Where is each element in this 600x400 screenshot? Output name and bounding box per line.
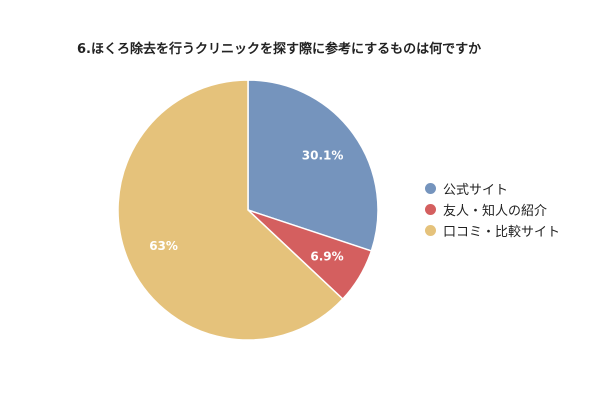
slice-label-0: 30.1% <box>302 149 344 163</box>
legend-label-2: 口コミ・比較サイト <box>443 225 561 240</box>
legend-item-2[interactable]: 口コミ・比較サイト <box>425 220 560 241</box>
chart-title: 6.ほくろ除去を行うクリニックを探す際に参考にするものは何ですか <box>77 42 482 57</box>
legend-swatch-0 <box>425 183 436 194</box>
legend-item-1[interactable]: 友人・知人の紹介 <box>425 199 560 220</box>
legend-swatch-2 <box>425 225 436 236</box>
legend-swatch-1 <box>425 204 436 215</box>
legend: 公式サイト 友人・知人の紹介 口コミ・比較サイト <box>425 178 560 241</box>
pie-slice-0[interactable] <box>247 79 379 252</box>
legend-label-1: 友人・知人の紹介 <box>443 204 548 219</box>
slice-label-2: 63% <box>149 239 178 253</box>
legend-item-0[interactable]: 公式サイト <box>425 178 560 199</box>
slice-label-1: 6.9% <box>310 250 343 264</box>
legend-label-0: 公式サイト <box>443 183 509 198</box>
pie-slice-2[interactable] <box>117 79 344 341</box>
